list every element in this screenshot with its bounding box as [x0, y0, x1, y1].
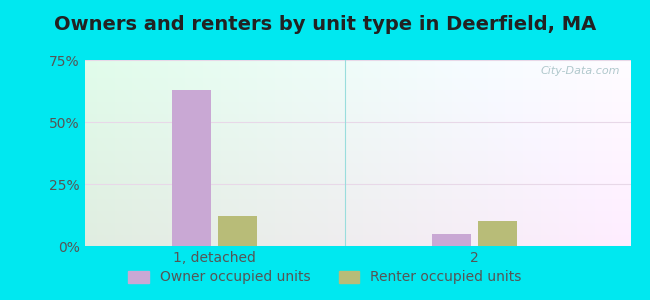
Text: Owners and renters by unit type in Deerfield, MA: Owners and renters by unit type in Deerf… — [54, 15, 596, 34]
Bar — [478, 221, 517, 246]
Bar — [432, 234, 471, 246]
Bar — [218, 216, 257, 246]
Legend: Owner occupied units, Renter occupied units: Owner occupied units, Renter occupied un… — [123, 265, 527, 290]
Bar — [172, 90, 211, 246]
Text: City-Data.com: City-Data.com — [540, 66, 619, 76]
